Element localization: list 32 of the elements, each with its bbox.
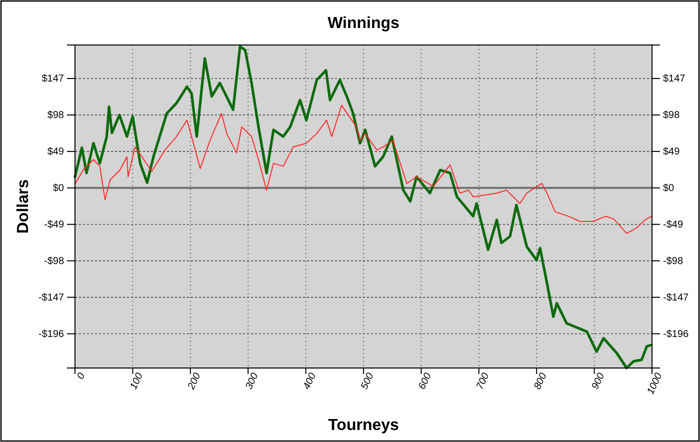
y-tick-label: -$147 <box>38 292 64 304</box>
y-tick-label: $147 <box>42 74 64 85</box>
y-tick-label: -$49 <box>44 220 64 231</box>
line-series <box>74 104 652 234</box>
x-tick-label: 1000 <box>645 371 665 396</box>
x-tick-label: 0 <box>75 371 88 382</box>
x-tick-label: 500 <box>359 371 376 392</box>
y2-tick-label: -$147 <box>663 292 690 304</box>
line-series <box>74 45 653 370</box>
y-tick-label: -$196 <box>38 328 64 340</box>
y-tick-label: $49 <box>47 146 64 158</box>
y2-tick-label: $49 <box>663 146 680 158</box>
y-tick-label: $98 <box>47 110 64 122</box>
y2-tick-label: $98 <box>663 110 680 122</box>
y-tick-label: -$98 <box>44 256 64 268</box>
y2-tick-label: $0 <box>663 183 675 194</box>
x-tick-label: 300 <box>244 371 262 392</box>
x-axis-title: Tourneys <box>328 417 400 434</box>
y2-tick-label: -$98 <box>663 256 684 268</box>
x-tick-label: 100 <box>128 371 146 392</box>
x-tick-label: 800 <box>532 371 550 392</box>
x-tick-label: 600 <box>416 371 434 392</box>
x-tick-label: 400 <box>302 371 319 392</box>
y-axis-title: Dollars <box>15 179 32 234</box>
y2-tick-label: $147 <box>663 74 686 85</box>
x-tick-label: 200 <box>186 371 204 392</box>
x-tick-label: 700 <box>474 371 492 392</box>
y2-tick-label: -$196 <box>663 328 690 340</box>
y2-tick-label: -$49 <box>663 220 684 231</box>
x-tick-label: 900 <box>590 371 608 392</box>
y-tick-label: $0 <box>52 183 64 194</box>
chart-title: Winnings <box>328 15 400 32</box>
